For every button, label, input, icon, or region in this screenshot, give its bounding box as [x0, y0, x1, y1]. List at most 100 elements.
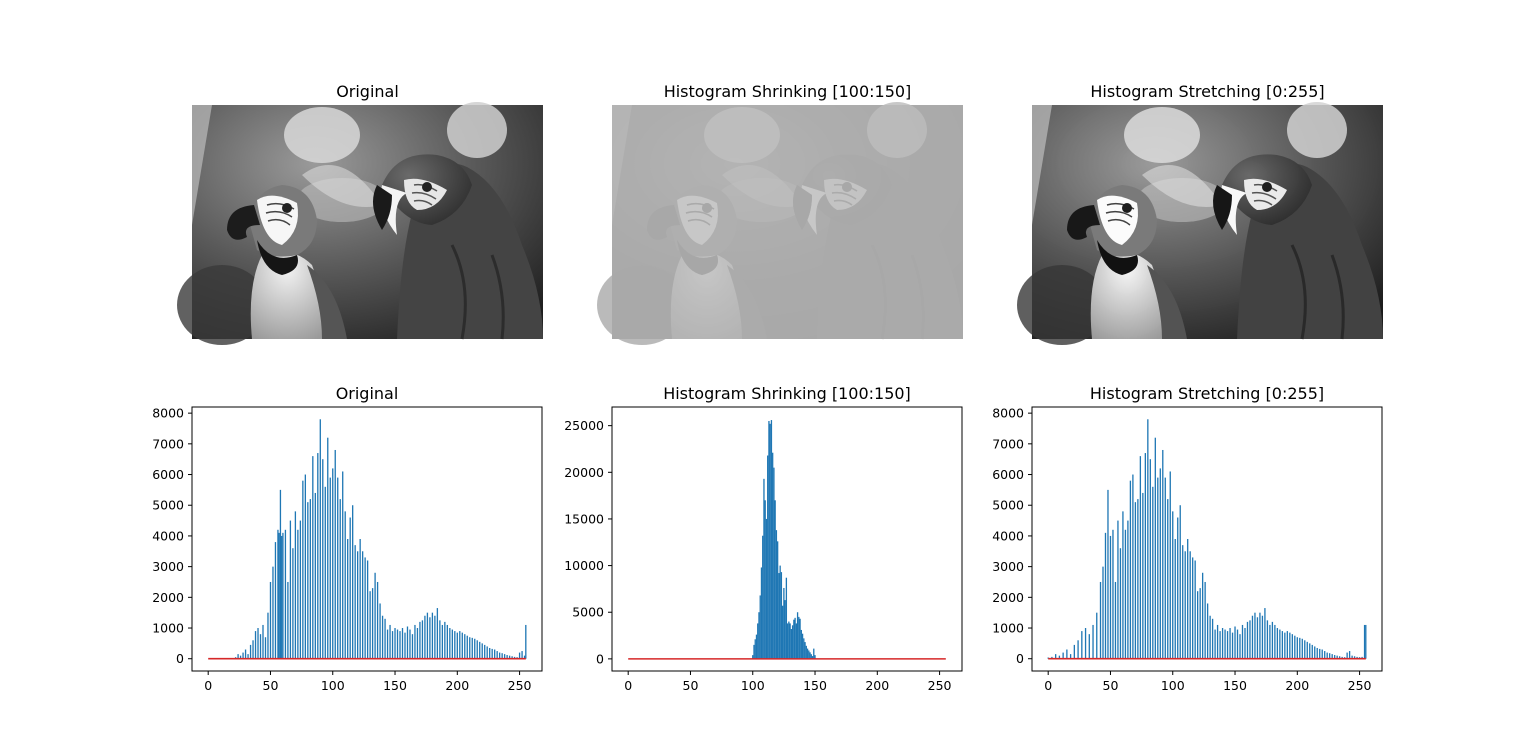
histogram-bar	[788, 621, 790, 659]
histogram-bar	[374, 572, 376, 659]
histogram-bar	[1187, 539, 1189, 659]
histogram-bar	[1147, 419, 1149, 659]
x-tick-label: 50	[1103, 678, 1119, 693]
histogram-bar	[332, 468, 334, 659]
x-tick-label: 100	[321, 678, 345, 693]
histogram-bar	[1201, 572, 1204, 659]
y-tick-label: 0	[176, 651, 184, 666]
y-tick-label: 25000	[564, 418, 604, 433]
histogram-bar	[518, 652, 521, 659]
histogram-bar	[312, 456, 314, 659]
histogram-bar	[381, 615, 384, 659]
histogram-bar	[1229, 628, 1231, 659]
histogram-bar	[765, 518, 768, 659]
x-tick-label: 150	[803, 678, 827, 693]
histogram-bar	[476, 640, 478, 659]
histogram-bar	[1301, 638, 1303, 659]
histogram-bar	[451, 629, 453, 659]
histogram-bar	[1365, 624, 1367, 659]
histogram-bar	[274, 542, 277, 659]
histogram-bar	[1261, 615, 1264, 659]
histogram-bar	[1226, 631, 1229, 659]
histogram-bar	[257, 628, 259, 659]
histogram-bar	[1209, 615, 1211, 659]
histogram-bar	[1271, 621, 1274, 659]
histogram-bar	[1069, 654, 1072, 659]
histogram-bar	[264, 637, 267, 659]
histogram-bar	[371, 588, 374, 659]
histogram-bar	[755, 634, 758, 659]
histogram-bar	[793, 619, 795, 659]
histogram-bar	[347, 539, 349, 659]
histogram-bar	[1294, 635, 1296, 659]
y-tick-label: 8000	[152, 406, 184, 421]
histogram-bar	[794, 617, 796, 659]
histogram-bar	[449, 628, 451, 659]
histogram-bar	[1129, 480, 1132, 659]
histogram-bar	[1291, 634, 1293, 659]
histogram-panel-2: Histogram Stretching [0:255] 0 50 100 150 200…	[992, 384, 1383, 693]
histogram-bar	[811, 656, 814, 659]
image-title: Histogram Shrinking [100:150]	[664, 82, 912, 101]
histogram-bar	[1194, 560, 1196, 659]
histogram-bar	[757, 623, 759, 659]
histogram-bar	[1321, 649, 1323, 659]
histogram-bar	[357, 551, 359, 659]
histogram-bar	[525, 624, 527, 659]
x-tick-label: 200	[1285, 678, 1309, 693]
x-tick-label: 100	[741, 678, 765, 693]
histogram-bar	[439, 620, 441, 659]
histogram-bar	[1132, 474, 1134, 659]
histogram-bar	[1239, 634, 1241, 659]
histogram-bar	[354, 545, 356, 659]
histogram-bar	[334, 449, 336, 659]
histogram-bar	[810, 654, 812, 659]
histogram-bar	[399, 631, 401, 659]
histogram-bar	[806, 648, 809, 659]
y-tick-label: 2000	[152, 590, 184, 605]
histogram-bar	[1224, 629, 1226, 659]
histogram-bar	[1066, 649, 1068, 659]
histogram-bar	[508, 655, 511, 659]
histogram-bar	[1329, 653, 1331, 659]
histogram-bar	[1159, 468, 1161, 659]
histogram-bar	[484, 644, 486, 659]
histogram-bar	[292, 548, 294, 659]
histogram-bar	[1269, 624, 1271, 659]
histogram-bar	[800, 629, 802, 659]
histogram-bar	[369, 591, 371, 659]
histogram-bar	[339, 499, 341, 659]
histogram-bar	[1249, 620, 1251, 659]
histogram-bar	[1361, 656, 1363, 659]
histogram-bar	[416, 628, 419, 659]
histogram-bar	[789, 623, 791, 659]
histogram-bar	[1134, 502, 1137, 659]
histogram-bar	[1055, 654, 1057, 659]
histogram-bar	[414, 624, 416, 659]
histogram-bar	[753, 644, 755, 659]
y-tick-label: 8000	[992, 406, 1024, 421]
histogram-bar	[496, 651, 498, 659]
parrot-image	[1015, 100, 1385, 347]
histogram-bar	[1264, 608, 1266, 659]
histogram-bar	[1309, 643, 1311, 659]
histogram-bar	[307, 502, 309, 659]
histogram-bar	[337, 477, 339, 659]
histogram-bar	[1336, 655, 1338, 659]
histogram-bar	[299, 520, 302, 659]
y-tick-label: 7000	[992, 436, 1024, 451]
x-tick-label: 50	[683, 678, 699, 693]
histogram-bar	[1314, 646, 1316, 659]
histogram-bar	[249, 644, 252, 659]
histogram-bar	[770, 420, 773, 659]
histogram-bar	[429, 617, 431, 659]
histogram-bar	[762, 535, 764, 659]
histogram-bar	[1331, 654, 1333, 659]
histogram-bar	[441, 624, 444, 659]
histogram-bar	[1324, 651, 1326, 659]
histogram-bar	[1122, 511, 1124, 659]
histogram-bar	[1234, 626, 1236, 659]
y-tick-label: 0	[596, 651, 604, 666]
histogram-bar	[798, 616, 800, 659]
histogram-bar	[294, 511, 297, 659]
